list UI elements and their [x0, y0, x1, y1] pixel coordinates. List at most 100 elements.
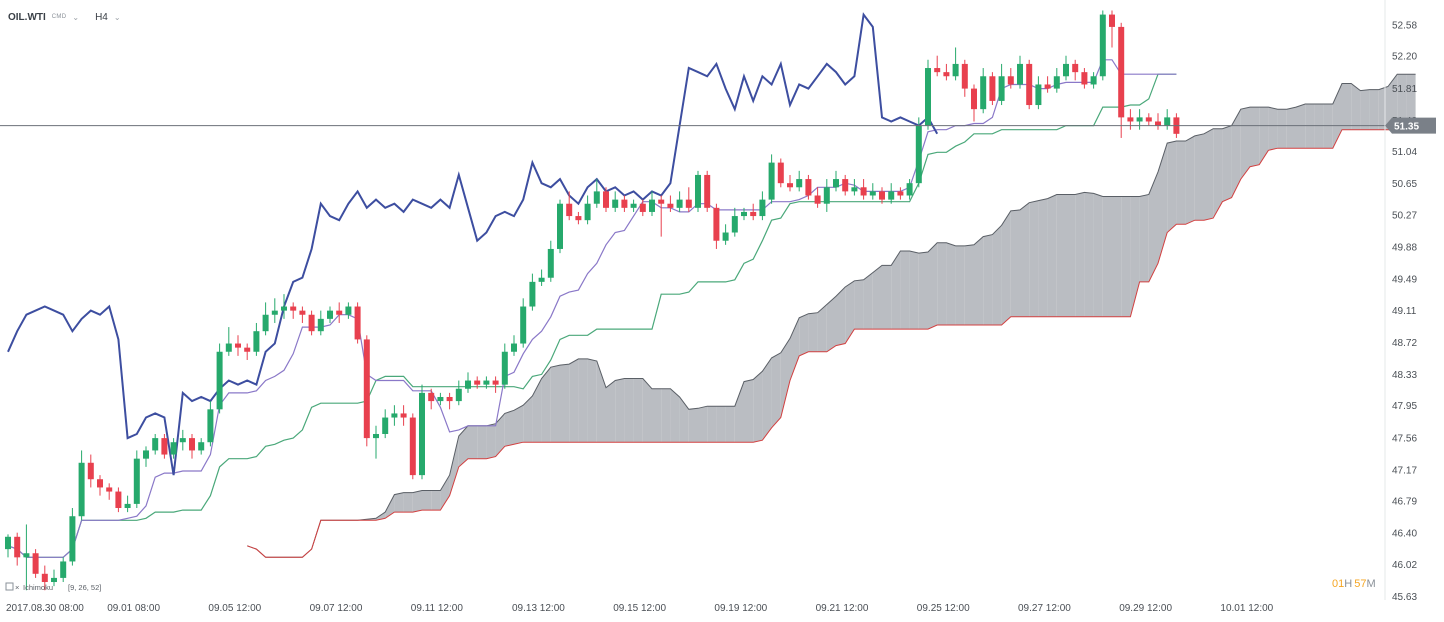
price-tag-label: 51.35	[1394, 122, 1419, 133]
candle-body	[1099, 14, 1106, 77]
x-tick-label: 09.25 12:00	[917, 603, 970, 614]
cloud-segment	[836, 286, 846, 346]
indicator-legend[interactable]: × Ichimoku [9, 26, 52]	[5, 582, 101, 592]
candle-body	[915, 125, 922, 184]
candle-body	[823, 187, 830, 204]
chevron-down-icon[interactable]: ⌄	[113, 12, 121, 22]
candle-body	[547, 248, 554, 278]
candle-body	[529, 281, 536, 307]
cloud-segment	[1397, 74, 1407, 130]
cloud-segment	[1378, 86, 1388, 130]
candle-body	[244, 347, 251, 352]
tenkan-sen-line	[7, 59, 1177, 558]
candle-body	[704, 174, 711, 208]
cloud-segment	[799, 313, 809, 356]
cloud-segment	[900, 251, 910, 330]
candle-body	[584, 203, 591, 221]
candle-body	[51, 577, 57, 583]
candle-body	[106, 487, 113, 492]
cloud-segment	[1296, 104, 1306, 149]
countdown-hours-unit: H	[1344, 578, 1352, 590]
indicator-close-icon[interactable]: ×	[15, 583, 19, 592]
x-tick-label: 09.01 08:00	[107, 603, 160, 614]
cloud-segment	[578, 358, 588, 443]
y-tick-label: 47.95	[1392, 401, 1417, 412]
cloud-segment	[771, 352, 781, 428]
cloud-segment	[477, 425, 487, 459]
candle-body	[741, 211, 747, 217]
candle-body	[1053, 76, 1060, 89]
cloud-segment	[1056, 194, 1066, 317]
candle-body	[575, 216, 582, 221]
candle-body	[253, 331, 260, 352]
timeframe-selector[interactable]: H4	[95, 11, 108, 23]
chevron-down-icon[interactable]: ⌄	[72, 12, 80, 22]
cloud-segment	[458, 425, 468, 467]
y-tick-label: 51.81	[1392, 84, 1417, 95]
candle-body	[290, 306, 297, 311]
candle-body	[603, 191, 609, 208]
candle-body	[115, 491, 122, 509]
candle-body	[621, 199, 628, 208]
cloud-segment	[964, 244, 974, 326]
cloud-segment	[1148, 171, 1158, 282]
cloud-segment	[1139, 194, 1149, 282]
cloud-segment	[716, 406, 726, 443]
cloud-segment	[955, 245, 965, 326]
y-tick-label: 50.27	[1392, 210, 1417, 221]
candle-body	[879, 191, 885, 200]
cloud-segment	[1093, 193, 1103, 317]
cloud-segment	[1075, 192, 1085, 317]
cloud-segment	[1314, 104, 1324, 149]
cloud-segment	[633, 378, 643, 443]
candle-body	[400, 413, 407, 418]
cloud-segment	[615, 378, 625, 443]
candles	[5, 10, 1180, 591]
candle-body	[198, 442, 205, 451]
candle-body	[1109, 14, 1115, 27]
candle-body	[667, 203, 674, 208]
candle-body	[1081, 72, 1088, 85]
candle-body	[731, 216, 738, 233]
candle-body	[630, 203, 637, 208]
candle-body	[1155, 121, 1161, 126]
candle-body	[1026, 63, 1033, 106]
candle-body	[557, 203, 563, 249]
cloud-segment	[863, 272, 873, 330]
cloud-segment	[1406, 74, 1416, 130]
cloud-segment	[385, 494, 395, 519]
cloud-segment	[679, 396, 689, 443]
candle-body	[281, 306, 287, 311]
indicator-settings-icon[interactable]	[5, 582, 14, 591]
cloud-segment	[1185, 135, 1195, 225]
cloud-segment	[642, 378, 652, 443]
candle-body	[41, 573, 48, 583]
cloud-segment	[606, 380, 616, 443]
cloud-segment	[1213, 128, 1223, 219]
cloud-segment	[569, 358, 579, 443]
cloud-segment	[1351, 83, 1361, 130]
symbol-selector[interactable]: OIL.WTI	[8, 11, 46, 23]
cloud-segment	[992, 225, 1002, 326]
cloud-segment	[845, 280, 855, 344]
candle-body	[474, 380, 481, 385]
candle-body	[363, 339, 370, 439]
exchange-label: CMD	[51, 14, 67, 20]
candle-body	[446, 396, 453, 402]
cloud-segment	[698, 406, 708, 443]
cloud-segment	[974, 236, 984, 326]
cloud-segment	[1305, 104, 1315, 149]
candle-body	[465, 380, 471, 389]
candle-body	[649, 199, 655, 212]
cloud-segment	[1231, 109, 1241, 198]
cloud-segment	[440, 475, 450, 511]
candle-body	[511, 343, 517, 352]
candle-body	[593, 191, 600, 204]
candle-body	[952, 63, 959, 77]
cloud-segment	[670, 388, 680, 443]
candle-body	[612, 199, 619, 208]
cloud-segment	[403, 492, 413, 513]
candle-body	[1145, 117, 1152, 122]
cloud-segment	[560, 364, 570, 443]
